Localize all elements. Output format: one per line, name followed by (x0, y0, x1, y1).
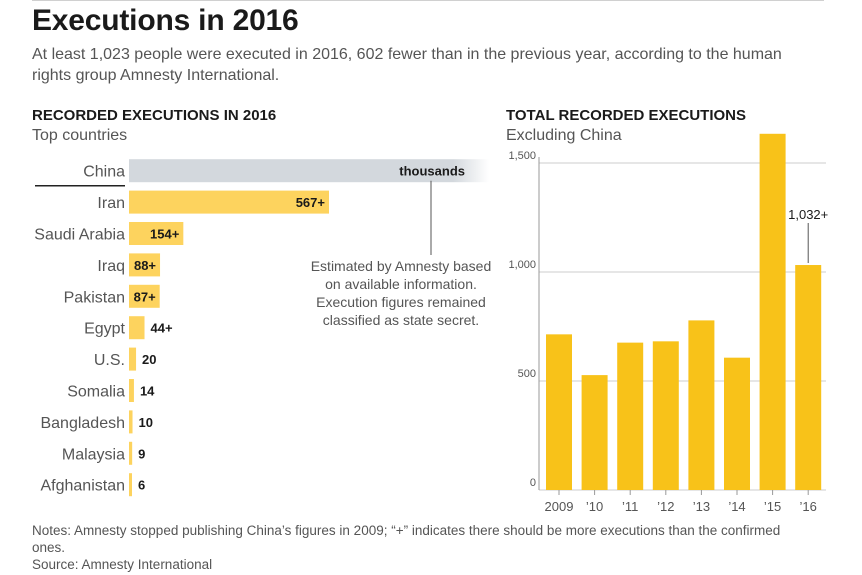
bar-value-label: 154+ (150, 227, 180, 242)
bar-value-label: 9 (138, 446, 145, 461)
country-bar (129, 222, 184, 245)
left-chart-subtitle: Top countries (32, 127, 128, 144)
country-label: Bangladesh (40, 415, 125, 432)
year-bar (652, 341, 679, 490)
year-bar (688, 320, 715, 490)
right-bar-chart: 0 500 1,000 1,500 2009 ’10 ’11 ’12 ’13 ’14 ’15 ’16 1… (508, 133, 828, 514)
china-bar (129, 159, 489, 183)
x-tick-label: ’13 (693, 499, 710, 514)
annotation-text: Execution figures remained (316, 294, 486, 310)
bar-value-label: 6 (138, 478, 145, 493)
right-chart-title: TOTAL RECORDED EXECUTIONS (506, 107, 747, 124)
left-bar-chart: China thousands Iran 567+ Saudi Arabia 154+ Ir… (34, 159, 492, 497)
y-tick-label: 1,500 (508, 150, 536, 162)
left-chart-title: RECORDED EXECUTIONS IN 2016 (32, 107, 277, 124)
annotation-text: classified as state secret. (323, 312, 479, 328)
country-bar (129, 410, 133, 434)
bar-value-label: 88+ (134, 258, 156, 273)
y-tick-label: 500 (518, 368, 536, 380)
country-bar (129, 316, 145, 340)
x-tick-label: ’12 (657, 499, 674, 514)
page-subtitle: At least 1,023 people were executed in 2… (32, 46, 782, 84)
country-bar (129, 253, 161, 277)
country-bar (129, 379, 134, 402)
x-tick-label: 2009 (545, 499, 574, 514)
country-label: Saudi Arabia (34, 227, 125, 244)
source-note: Source: Amnesty International (32, 557, 213, 572)
country-label: Egypt (84, 321, 125, 338)
callout-label: 1,032+ (788, 207, 828, 222)
year-bar (759, 133, 786, 490)
year-bar (724, 357, 750, 490)
country-bar (129, 347, 137, 371)
country-label: China (83, 164, 125, 181)
country-label: Afghanistan (40, 478, 125, 495)
annotation-text: on available information. (325, 276, 477, 292)
year-bar (581, 375, 608, 490)
country-bar (129, 190, 329, 214)
country-label: Malaysia (62, 446, 125, 463)
year-bar (546, 334, 572, 490)
x-tick-label: ’11 (622, 499, 638, 514)
top-rule (32, 0, 824, 1)
country-label: Pakistan (64, 289, 125, 306)
bar-value-label: 20 (142, 352, 156, 367)
x-tick-label: ’14 (728, 499, 745, 514)
bar-value-label: 44+ (151, 321, 173, 336)
annotation-text: Estimated by Amnesty based (311, 258, 492, 274)
bar-value-label: 10 (139, 415, 153, 430)
country-bar (129, 441, 133, 465)
country-label: Iraq (97, 258, 125, 275)
footnote: Notes: Amnesty stopped publishing China’… (32, 523, 781, 555)
country-label: Somalia (67, 384, 125, 401)
country-label: U.S. (94, 352, 125, 369)
bar-value-label: 14 (140, 384, 155, 399)
right-chart-subtitle: Excluding China (506, 127, 622, 144)
x-tick-label: ’15 (764, 499, 781, 514)
bar-value-label: 567+ (296, 195, 326, 210)
country-bar (129, 284, 160, 308)
x-tick-label: ’10 (586, 499, 603, 514)
x-tick-label: ’16 (800, 499, 817, 514)
page-title: Executions in 2016 (32, 4, 299, 37)
bar-value-label: 87+ (134, 289, 156, 304)
year-bar (617, 342, 644, 490)
y-tick-label: 0 (530, 477, 536, 489)
country-label: Iran (97, 195, 125, 212)
year-bar (795, 265, 822, 490)
china-value-label: thousands (399, 164, 465, 179)
y-tick-label: 1,000 (508, 259, 536, 271)
country-bar (129, 473, 132, 497)
